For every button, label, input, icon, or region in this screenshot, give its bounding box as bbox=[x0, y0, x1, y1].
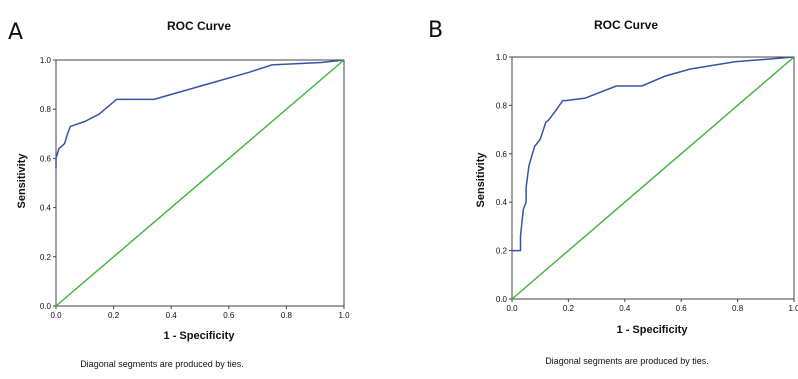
x-tick-label: 0.0 bbox=[506, 304, 518, 313]
y-tick-label: 0.6 bbox=[40, 154, 52, 163]
y-tick-label: 0.4 bbox=[40, 204, 52, 213]
chart-title: ROC Curve bbox=[167, 19, 231, 33]
y-tick-label: 0.0 bbox=[496, 295, 508, 304]
x-tick-label: 0.4 bbox=[166, 311, 178, 320]
y-tick-label: 0.8 bbox=[40, 105, 52, 114]
x-tick-label: 0.6 bbox=[223, 311, 235, 320]
y-axis-title: Sensitivity bbox=[16, 153, 28, 209]
x-axis-title: 1 - Specificity bbox=[617, 324, 689, 336]
roc-curve-line bbox=[55, 59, 345, 169]
x-tick-label: 1.0 bbox=[338, 311, 350, 320]
x-axis-title: 1 - Specificity bbox=[164, 330, 236, 342]
x-tick-label: 0.4 bbox=[619, 304, 631, 313]
panel-a: A ROC Curve 1 - Specificity Sensitivity … bbox=[8, 19, 350, 369]
y-tick-label: 1.0 bbox=[496, 53, 508, 62]
y-tick-label: 0.0 bbox=[40, 302, 52, 311]
y-tick-label: 0.2 bbox=[496, 247, 508, 256]
x-tick-label: 0.2 bbox=[563, 304, 575, 313]
x-tick-label: 0.8 bbox=[281, 311, 293, 320]
x-tick-label: 1.0 bbox=[788, 304, 798, 313]
chart-title: ROC Curve bbox=[594, 18, 658, 32]
footnote: Diagonal segments are produced by ties. bbox=[545, 356, 709, 366]
roc-curve-line bbox=[512, 56, 795, 252]
x-tick-label: 0.0 bbox=[50, 311, 62, 320]
panel-b: B ROC Curve 1 - Specificity Sensitivity … bbox=[428, 18, 798, 366]
reference-diagonal-line bbox=[55, 59, 345, 307]
panel-label: A bbox=[8, 20, 23, 45]
reference-diagonal-line bbox=[511, 56, 795, 300]
x-tick-label: 0.6 bbox=[676, 304, 688, 313]
y-tick-label: 0.6 bbox=[496, 150, 508, 159]
y-axis-title: Sensitivity bbox=[475, 152, 487, 208]
y-tick-label: 1.0 bbox=[40, 56, 52, 65]
y-tick-label: 0.2 bbox=[40, 253, 52, 262]
y-tick-label: 0.4 bbox=[496, 198, 508, 207]
x-tick-label: 0.2 bbox=[108, 311, 120, 320]
x-tick-label: 0.8 bbox=[732, 304, 744, 313]
panel-label: B bbox=[428, 18, 443, 43]
y-tick-label: 0.8 bbox=[496, 101, 508, 110]
footnote: Diagonal segments are produced by ties. bbox=[80, 359, 244, 369]
